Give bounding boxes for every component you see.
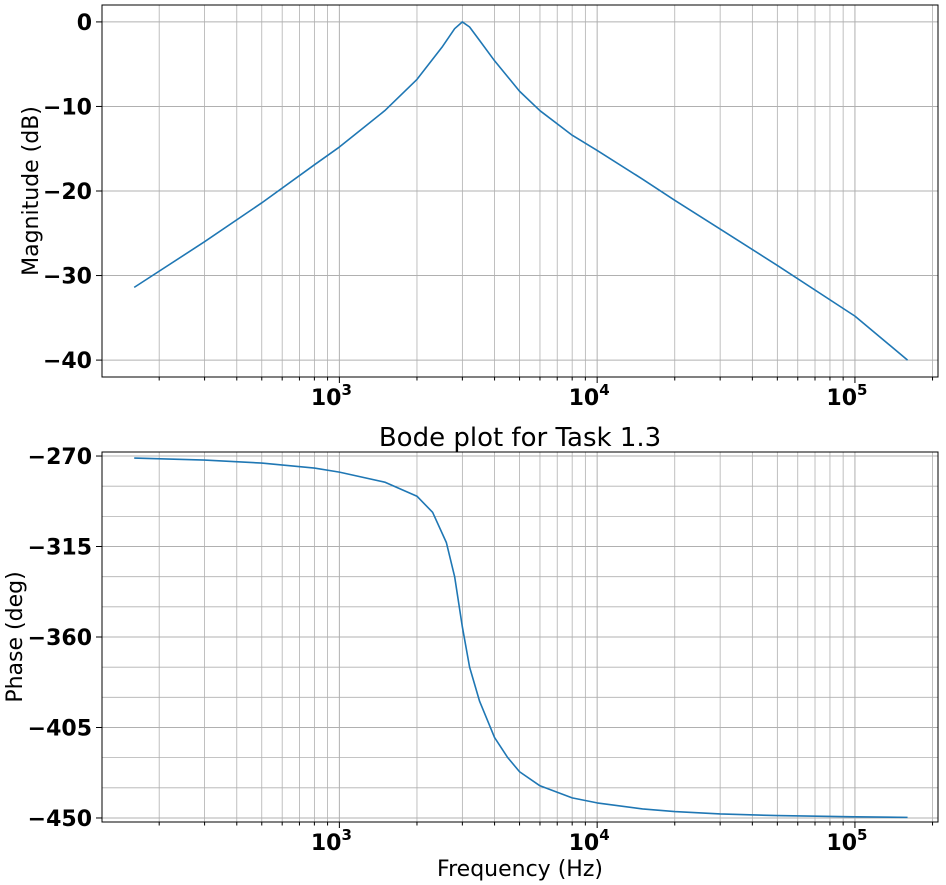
phase-y-tick-label: −315	[28, 536, 92, 561]
phase-y-tick-label: −360	[28, 626, 92, 651]
magnitude-x-tick-label: 103	[311, 381, 352, 411]
magnitude-y-tick-label: −20	[43, 180, 92, 205]
phase-y-tick-label: −270	[28, 445, 92, 470]
phase-series-line	[134, 457, 908, 819]
phase-x-tick-label: 105	[826, 826, 867, 856]
magnitude-series-line	[133, 21, 909, 361]
phase-y-tick-label: −405	[28, 716, 92, 741]
phase-grid	[102, 452, 938, 822]
magnitude-y-tick-label: −10	[43, 95, 92, 120]
phase-y-axis-label: Phase (deg)	[3, 571, 28, 702]
phase-chart-title: Bode plot for Task 1.3	[379, 423, 661, 453]
magnitude-y-tick-label: −40	[43, 349, 92, 374]
magnitude-y-tick-label: −30	[43, 265, 92, 290]
phase-plot: −270 −315 −360 −405 −450 103 104 105 Phase (deg)…	[3, 423, 939, 882]
phase-y-tick-label: −450	[28, 807, 92, 832]
phase-x-tick-label: 103	[311, 826, 352, 856]
magnitude-plot: 0 −10 −20 −30 −40 103 104 105 Magnitude (dB)	[19, 4, 939, 411]
magnitude-y-tick-label: 0	[77, 11, 92, 36]
phase-x-axis-label: Frequency (Hz)	[437, 857, 603, 882]
magnitude-x-tick-label: 104	[569, 381, 610, 411]
phase-x-tick-label: 104	[569, 826, 610, 856]
magnitude-grid	[102, 5, 938, 377]
magnitude-x-tick-label: 105	[826, 381, 867, 411]
magnitude-y-axis-label: Magnitude (dB)	[19, 106, 44, 276]
